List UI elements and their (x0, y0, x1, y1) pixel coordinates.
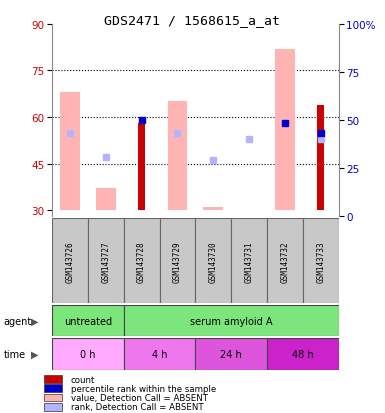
Bar (44, 403, 62, 411)
Bar (159, 219, 195, 304)
Text: GSM143729: GSM143729 (173, 240, 182, 282)
Bar (231, 219, 267, 304)
Bar (267, 219, 303, 304)
Text: GDS2471 / 1568615_a_at: GDS2471 / 1568615_a_at (104, 14, 281, 27)
Bar (124, 339, 195, 370)
Text: 4 h: 4 h (152, 349, 167, 359)
Bar (138, 124, 145, 211)
Text: GSM143727: GSM143727 (101, 240, 110, 282)
Bar (303, 219, 339, 304)
Bar (88, 219, 124, 304)
Bar (44, 394, 62, 401)
Text: agent: agent (4, 316, 32, 326)
Bar (195, 219, 231, 304)
Bar (44, 385, 62, 392)
Bar (275, 50, 295, 211)
Text: GSM143733: GSM143733 (316, 240, 325, 282)
Text: 24 h: 24 h (220, 349, 242, 359)
Bar (317, 105, 325, 211)
Bar (124, 219, 159, 304)
Bar (44, 375, 62, 383)
Text: GSM143732: GSM143732 (281, 240, 290, 282)
Text: serum amyloid A: serum amyloid A (190, 316, 273, 326)
Text: 0 h: 0 h (80, 349, 95, 359)
Text: GSM143728: GSM143728 (137, 240, 146, 282)
Text: ▶: ▶ (31, 349, 38, 359)
Bar (124, 306, 339, 337)
Text: GSM143731: GSM143731 (244, 240, 254, 282)
Text: GSM143730: GSM143730 (209, 240, 218, 282)
Text: GSM143726: GSM143726 (65, 240, 74, 282)
Bar (52, 339, 124, 370)
Text: value, Detection Call = ABSENT: value, Detection Call = ABSENT (71, 393, 208, 402)
Bar (60, 93, 80, 211)
Bar (167, 102, 187, 211)
Text: ▶: ▶ (31, 316, 38, 326)
Text: percentile rank within the sample: percentile rank within the sample (71, 384, 216, 393)
Text: time: time (4, 349, 26, 359)
Bar (203, 208, 223, 211)
Bar (96, 189, 115, 211)
Text: 48 h: 48 h (292, 349, 314, 359)
Bar (52, 306, 124, 337)
Text: count: count (71, 375, 95, 384)
Bar (52, 219, 88, 304)
Text: rank, Detection Call = ABSENT: rank, Detection Call = ABSENT (71, 402, 203, 411)
Text: untreated: untreated (64, 316, 112, 326)
Bar (267, 339, 339, 370)
Bar (195, 339, 267, 370)
